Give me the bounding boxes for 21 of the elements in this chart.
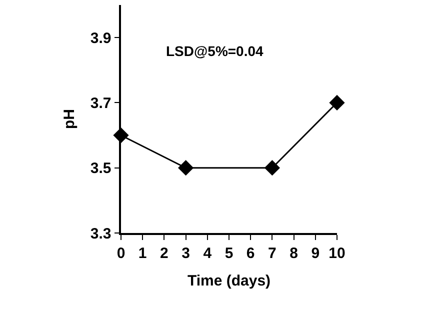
point	[329, 94, 345, 111]
x-tick-label: 7	[268, 244, 276, 262]
y-tick-label: 3.7	[90, 94, 112, 112]
x-tick-label: 0	[116, 244, 126, 262]
x-tick-label: 2	[160, 244, 168, 262]
y-axis-title: pH	[61, 109, 78, 129]
x-tick-label: 5	[224, 244, 234, 262]
x-tick-label: 1	[138, 244, 147, 262]
y-tick-label: 3.3	[90, 225, 112, 242]
point	[264, 160, 280, 176]
x-axis-title: Time (days)	[187, 272, 271, 290]
x-tick-label: 9	[311, 244, 320, 262]
x-tick-label: 10	[328, 244, 346, 262]
point	[178, 160, 194, 176]
x-tick-label: 4	[203, 244, 212, 262]
y-tick-label: 3.9	[90, 30, 112, 47]
x-tick-label: 8	[290, 244, 298, 262]
x-tick-label: 3	[182, 244, 190, 262]
annotation: LSD@5%=0.04	[166, 43, 264, 59]
y-tick-label: 3.5	[90, 160, 112, 178]
x-tick-label: 6	[246, 244, 255, 262]
